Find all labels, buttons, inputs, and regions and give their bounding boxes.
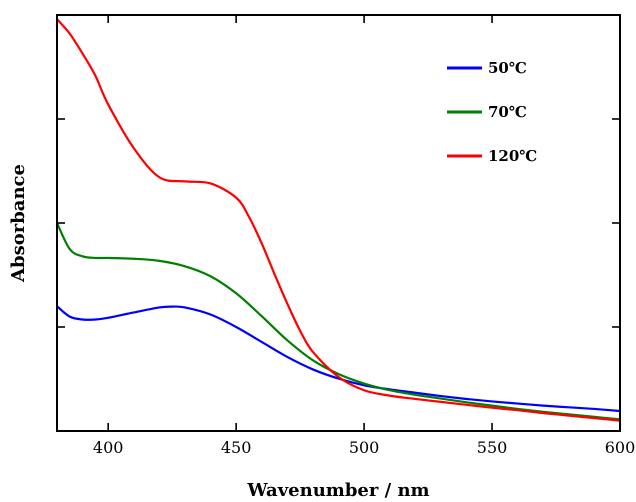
series-line-2 — [57, 221, 620, 421]
x-tick-label: 400 — [93, 438, 124, 457]
x-tick-label: 600 — [605, 438, 636, 457]
y-axis-title: Absorbance — [8, 164, 29, 283]
plot-frame — [56, 14, 621, 432]
x-tick-label: 550 — [477, 438, 508, 457]
series-line-3 — [57, 18, 620, 422]
legend-label-1: 50℃ — [488, 59, 527, 77]
x-tick-label: 450 — [221, 438, 252, 457]
x-tick-label: 500 — [349, 438, 380, 457]
legend-label-3: 120℃ — [488, 147, 537, 165]
legend: 50℃ 70℃ 120℃ — [447, 59, 537, 165]
series-line-1 — [57, 305, 620, 413]
axes: 400 450 500 550 600 — [56, 14, 636, 457]
legend-label-2: 70℃ — [488, 103, 527, 121]
plot-area — [57, 18, 620, 422]
x-axis-title: Wavenumber / nm — [246, 480, 429, 501]
